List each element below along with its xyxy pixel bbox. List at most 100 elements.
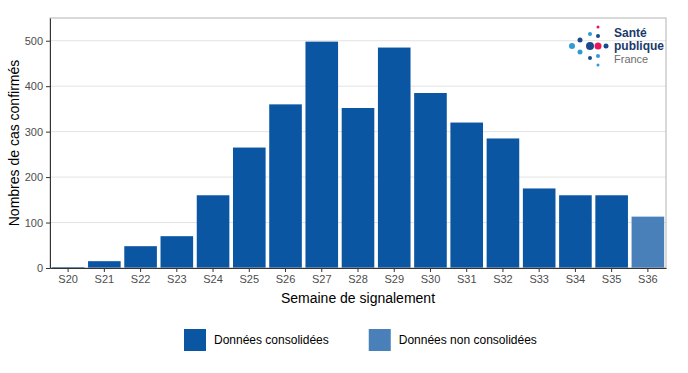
bars (52, 42, 664, 268)
x-tick-mark (575, 268, 576, 272)
bar (487, 138, 520, 268)
x-tick: S29 (384, 268, 404, 285)
x-tick: S20 (58, 268, 78, 285)
logo-dot (596, 54, 600, 58)
x-tick-label: S35 (602, 273, 622, 285)
logo-dot (588, 32, 592, 36)
grid (50, 41, 666, 268)
x-tick: S33 (529, 268, 549, 285)
bar (595, 195, 628, 268)
bar (632, 217, 665, 268)
x-tick: S28 (348, 268, 368, 285)
x-tick-mark (321, 268, 322, 272)
logo: SantépubliqueFrance (569, 26, 664, 67)
x-tick-label: S34 (566, 273, 586, 285)
x-tick: S32 (493, 268, 513, 285)
y-tick-mark (46, 177, 50, 178)
x-tick: S24 (203, 268, 223, 285)
x-tick-label: S32 (493, 273, 513, 285)
x-tick: S23 (167, 268, 187, 285)
x-tick-mark (430, 268, 431, 272)
x-tick-mark (611, 268, 612, 272)
bar (414, 93, 447, 268)
plot-frame (50, 18, 666, 268)
x-tick-mark (68, 268, 69, 272)
bar (161, 236, 194, 268)
logo-dot (578, 38, 583, 43)
legend-label: Données consolidées (214, 333, 329, 347)
x-tick: S27 (312, 268, 332, 285)
x-tick-label: S31 (457, 273, 477, 285)
x-tick-label: S29 (384, 273, 404, 285)
x-tick-mark (249, 268, 250, 272)
legend-swatch (184, 329, 206, 351)
x-tick: S26 (276, 268, 296, 285)
y-tick: 0 (37, 262, 50, 274)
legend: Données consolidées Données non consolidé… (184, 329, 537, 351)
plot-background (50, 18, 666, 268)
x-tick-label: S25 (240, 273, 260, 285)
y-tick-label: 0 (37, 262, 43, 274)
bar (197, 195, 230, 268)
x-tick-label: S23 (167, 273, 187, 285)
x-tick: S30 (421, 268, 441, 285)
logo-dot (578, 50, 583, 55)
bar (378, 48, 411, 268)
legend-swatch (369, 329, 391, 351)
x-tick-mark (176, 268, 177, 272)
x-tick: S21 (95, 268, 115, 285)
legend-label: Données non consolidées (399, 333, 537, 347)
x-tick-label: S33 (529, 273, 549, 285)
y-tick: 300 (25, 126, 50, 138)
y-tick-label: 500 (25, 35, 43, 47)
logo-dot (596, 34, 600, 38)
x-tick-mark (104, 268, 105, 272)
bar (88, 261, 121, 268)
x-tick-mark (394, 268, 395, 272)
bar (342, 108, 375, 268)
logo-text: publique (614, 39, 664, 53)
logo-dot (586, 42, 594, 50)
logo-text: Santé (614, 26, 647, 40)
x-tick-label: S21 (95, 273, 115, 285)
logo-dot (597, 26, 600, 29)
x-tick-label: S27 (312, 273, 332, 285)
x-tick-mark (647, 268, 648, 272)
x-tick: S34 (566, 268, 586, 285)
x-tick: S31 (457, 268, 477, 285)
y-tick-mark (46, 268, 50, 269)
x-tick: S36 (638, 268, 658, 285)
y-tick-label: 200 (25, 171, 43, 183)
logo-dot (595, 43, 602, 50)
x-axis: S20 S21 S22 S23 S24 S25 S26 S27 S28 S29 S30 S31 S32 S… (51, 268, 667, 285)
logo-text: France (614, 53, 648, 65)
x-tick-label: S22 (131, 273, 151, 285)
x-tick-label: S30 (421, 273, 441, 285)
x-tick-label: S36 (638, 273, 658, 285)
y-tick-label: 400 (25, 80, 43, 92)
x-tick: S35 (602, 268, 622, 285)
x-tick: S22 (131, 268, 151, 285)
x-tick-label: S24 (203, 273, 223, 285)
x-tick-mark (466, 268, 467, 272)
bar (233, 148, 266, 268)
y-tick: 100 (25, 217, 50, 229)
y-tick: 400 (25, 80, 50, 92)
y-tick-label: 100 (25, 217, 43, 229)
y-tick: 200 (25, 171, 50, 183)
x-tick-label: S28 (348, 273, 368, 285)
x-tick-mark (285, 268, 286, 272)
grid-line (50, 86, 666, 87)
x-tick: S25 (240, 268, 260, 285)
bar (523, 188, 556, 268)
logo-dot (597, 64, 600, 67)
logo-dot (588, 56, 592, 60)
logo-dot (604, 44, 609, 49)
bar (269, 104, 302, 268)
y-axis: 0 100 200 300 400 500 (25, 19, 51, 275)
y-tick-mark (46, 86, 50, 87)
y-axis-title: Nombres de cas confirmés (6, 60, 22, 227)
grid-line (50, 40, 666, 41)
logo-dot (569, 43, 575, 49)
bar (305, 42, 338, 268)
